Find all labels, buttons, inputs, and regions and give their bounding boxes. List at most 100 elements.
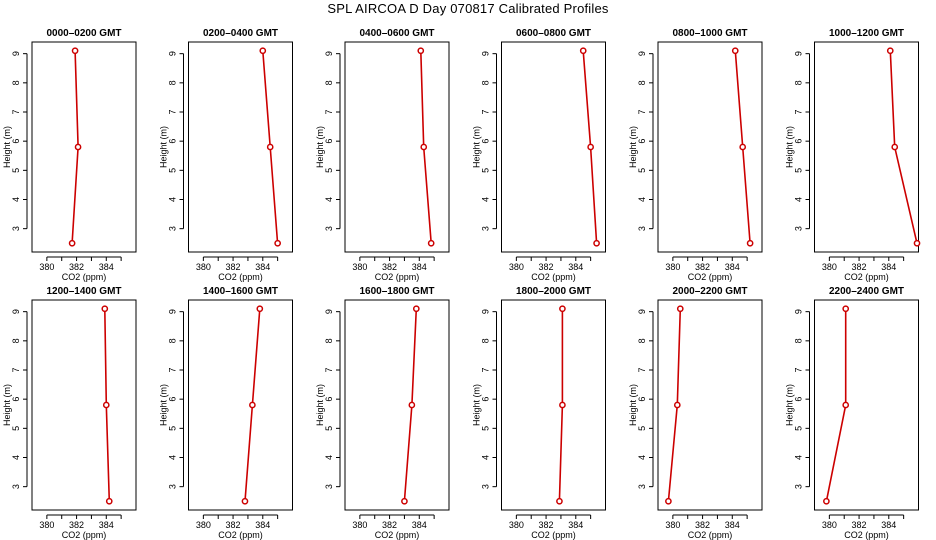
panel-title: 2200–2400 GMT <box>829 286 904 297</box>
y-tick-label: 7 <box>168 109 178 114</box>
y-tick-label: 6 <box>11 139 21 144</box>
y-tick-label: 6 <box>794 139 804 144</box>
y-tick-label: 8 <box>481 80 491 85</box>
x-axis-label: CO2 (ppm) <box>531 272 576 282</box>
figure-title: SPL AIRCOA D Day 070817 Calibrated Profi… <box>327 1 609 16</box>
y-axis-label: Height (m) <box>315 384 325 426</box>
y-tick-label: 5 <box>481 168 491 173</box>
data-point <box>266 143 274 151</box>
y-tick-label: 8 <box>324 80 334 85</box>
data-point <box>823 497 830 505</box>
y-tick-label: 6 <box>481 397 491 402</box>
x-tick-label: 384 <box>568 520 583 530</box>
y-tick-label: 5 <box>794 168 804 173</box>
y-tick-label: 7 <box>324 109 334 114</box>
y-tick-label: 4 <box>11 197 21 202</box>
y-axis-label: Height (m) <box>785 384 795 426</box>
y-tick-label: 3 <box>481 226 491 231</box>
y-tick-label: 6 <box>481 139 491 144</box>
y-axis-label: Height (m) <box>315 126 325 168</box>
x-axis-label: CO2 (ppm) <box>844 530 889 540</box>
x-tick-label: 380 <box>509 262 524 272</box>
data-point <box>886 47 894 55</box>
data-point <box>102 401 110 409</box>
y-tick-label: 5 <box>637 168 647 173</box>
y-axis-label: Height (m) <box>159 126 169 168</box>
y-tick-label: 5 <box>11 426 21 431</box>
data-point <box>420 143 428 151</box>
plot-frame <box>188 299 293 511</box>
y-tick-label: 9 <box>637 309 647 314</box>
y-tick-label: 5 <box>168 168 178 173</box>
x-tick-label: 380 <box>39 262 54 272</box>
y-tick-label: 5 <box>794 426 804 431</box>
data-point <box>593 239 600 247</box>
x-tick-label: 380 <box>196 262 211 272</box>
panel-title: 0200–0400 GMT <box>203 28 278 39</box>
y-axis-label: Height (m) <box>472 384 482 426</box>
y-tick-label: 9 <box>11 51 21 56</box>
plot-frame <box>501 299 606 511</box>
y-tick-label: 9 <box>481 309 491 314</box>
y-tick-label: 6 <box>794 397 804 402</box>
data-point <box>256 305 264 313</box>
y-tick-label: 3 <box>168 484 178 489</box>
panel-title: 1600–1800 GMT <box>359 286 434 297</box>
data-point <box>556 497 563 505</box>
x-tick-label: 384 <box>99 262 114 272</box>
panel-title: 1000–1200 GMT <box>829 28 904 39</box>
y-tick-label: 8 <box>168 80 178 85</box>
x-tick-label: 380 <box>822 262 837 272</box>
y-tick-label: 3 <box>637 484 647 489</box>
data-point <box>249 401 256 409</box>
x-axis-label: CO2 (ppm) <box>531 530 576 540</box>
y-tick-label: 7 <box>637 109 647 114</box>
y-tick-label: 6 <box>168 397 178 402</box>
data-point <box>559 401 566 409</box>
data-point <box>408 401 416 409</box>
x-tick-label: 382 <box>226 520 241 530</box>
data-point <box>274 239 281 247</box>
y-tick-label: 5 <box>481 426 491 431</box>
y-tick-label: 8 <box>794 80 804 85</box>
x-axis-label: CO2 (ppm) <box>62 530 107 540</box>
y-tick-label: 4 <box>481 197 491 202</box>
x-tick-label: 384 <box>255 520 270 530</box>
data-point <box>739 143 747 151</box>
x-tick-label: 384 <box>725 520 740 530</box>
y-tick-label: 7 <box>324 367 334 372</box>
x-tick-label: 382 <box>539 262 554 272</box>
y-axis-label: Height (m) <box>785 126 795 168</box>
y-tick-label: 7 <box>11 367 21 372</box>
y-tick-label: 7 <box>637 367 647 372</box>
plot-frame <box>188 41 293 253</box>
panel-title: 1200–1400 GMT <box>46 286 121 297</box>
x-tick-label: 382 <box>382 262 397 272</box>
data-point <box>105 497 113 505</box>
y-tick-label: 4 <box>324 197 334 202</box>
data-point <box>587 143 594 151</box>
plot-frame <box>31 299 137 511</box>
data-point <box>842 401 850 409</box>
y-tick-label: 4 <box>637 455 647 460</box>
plot-frame <box>344 41 450 253</box>
x-axis-label: CO2 (ppm) <box>688 530 733 540</box>
y-tick-label: 9 <box>637 51 647 56</box>
data-point <box>427 239 435 247</box>
x-axis-label: CO2 (ppm) <box>688 272 733 282</box>
x-axis-label: CO2 (ppm) <box>218 530 263 540</box>
y-tick-label: 8 <box>481 338 491 343</box>
y-tick-label: 7 <box>794 109 804 114</box>
y-tick-label: 5 <box>168 426 178 431</box>
y-tick-label: 8 <box>11 338 21 343</box>
y-tick-label: 9 <box>11 309 21 314</box>
data-point <box>412 305 420 313</box>
x-tick-label: 380 <box>509 520 524 530</box>
